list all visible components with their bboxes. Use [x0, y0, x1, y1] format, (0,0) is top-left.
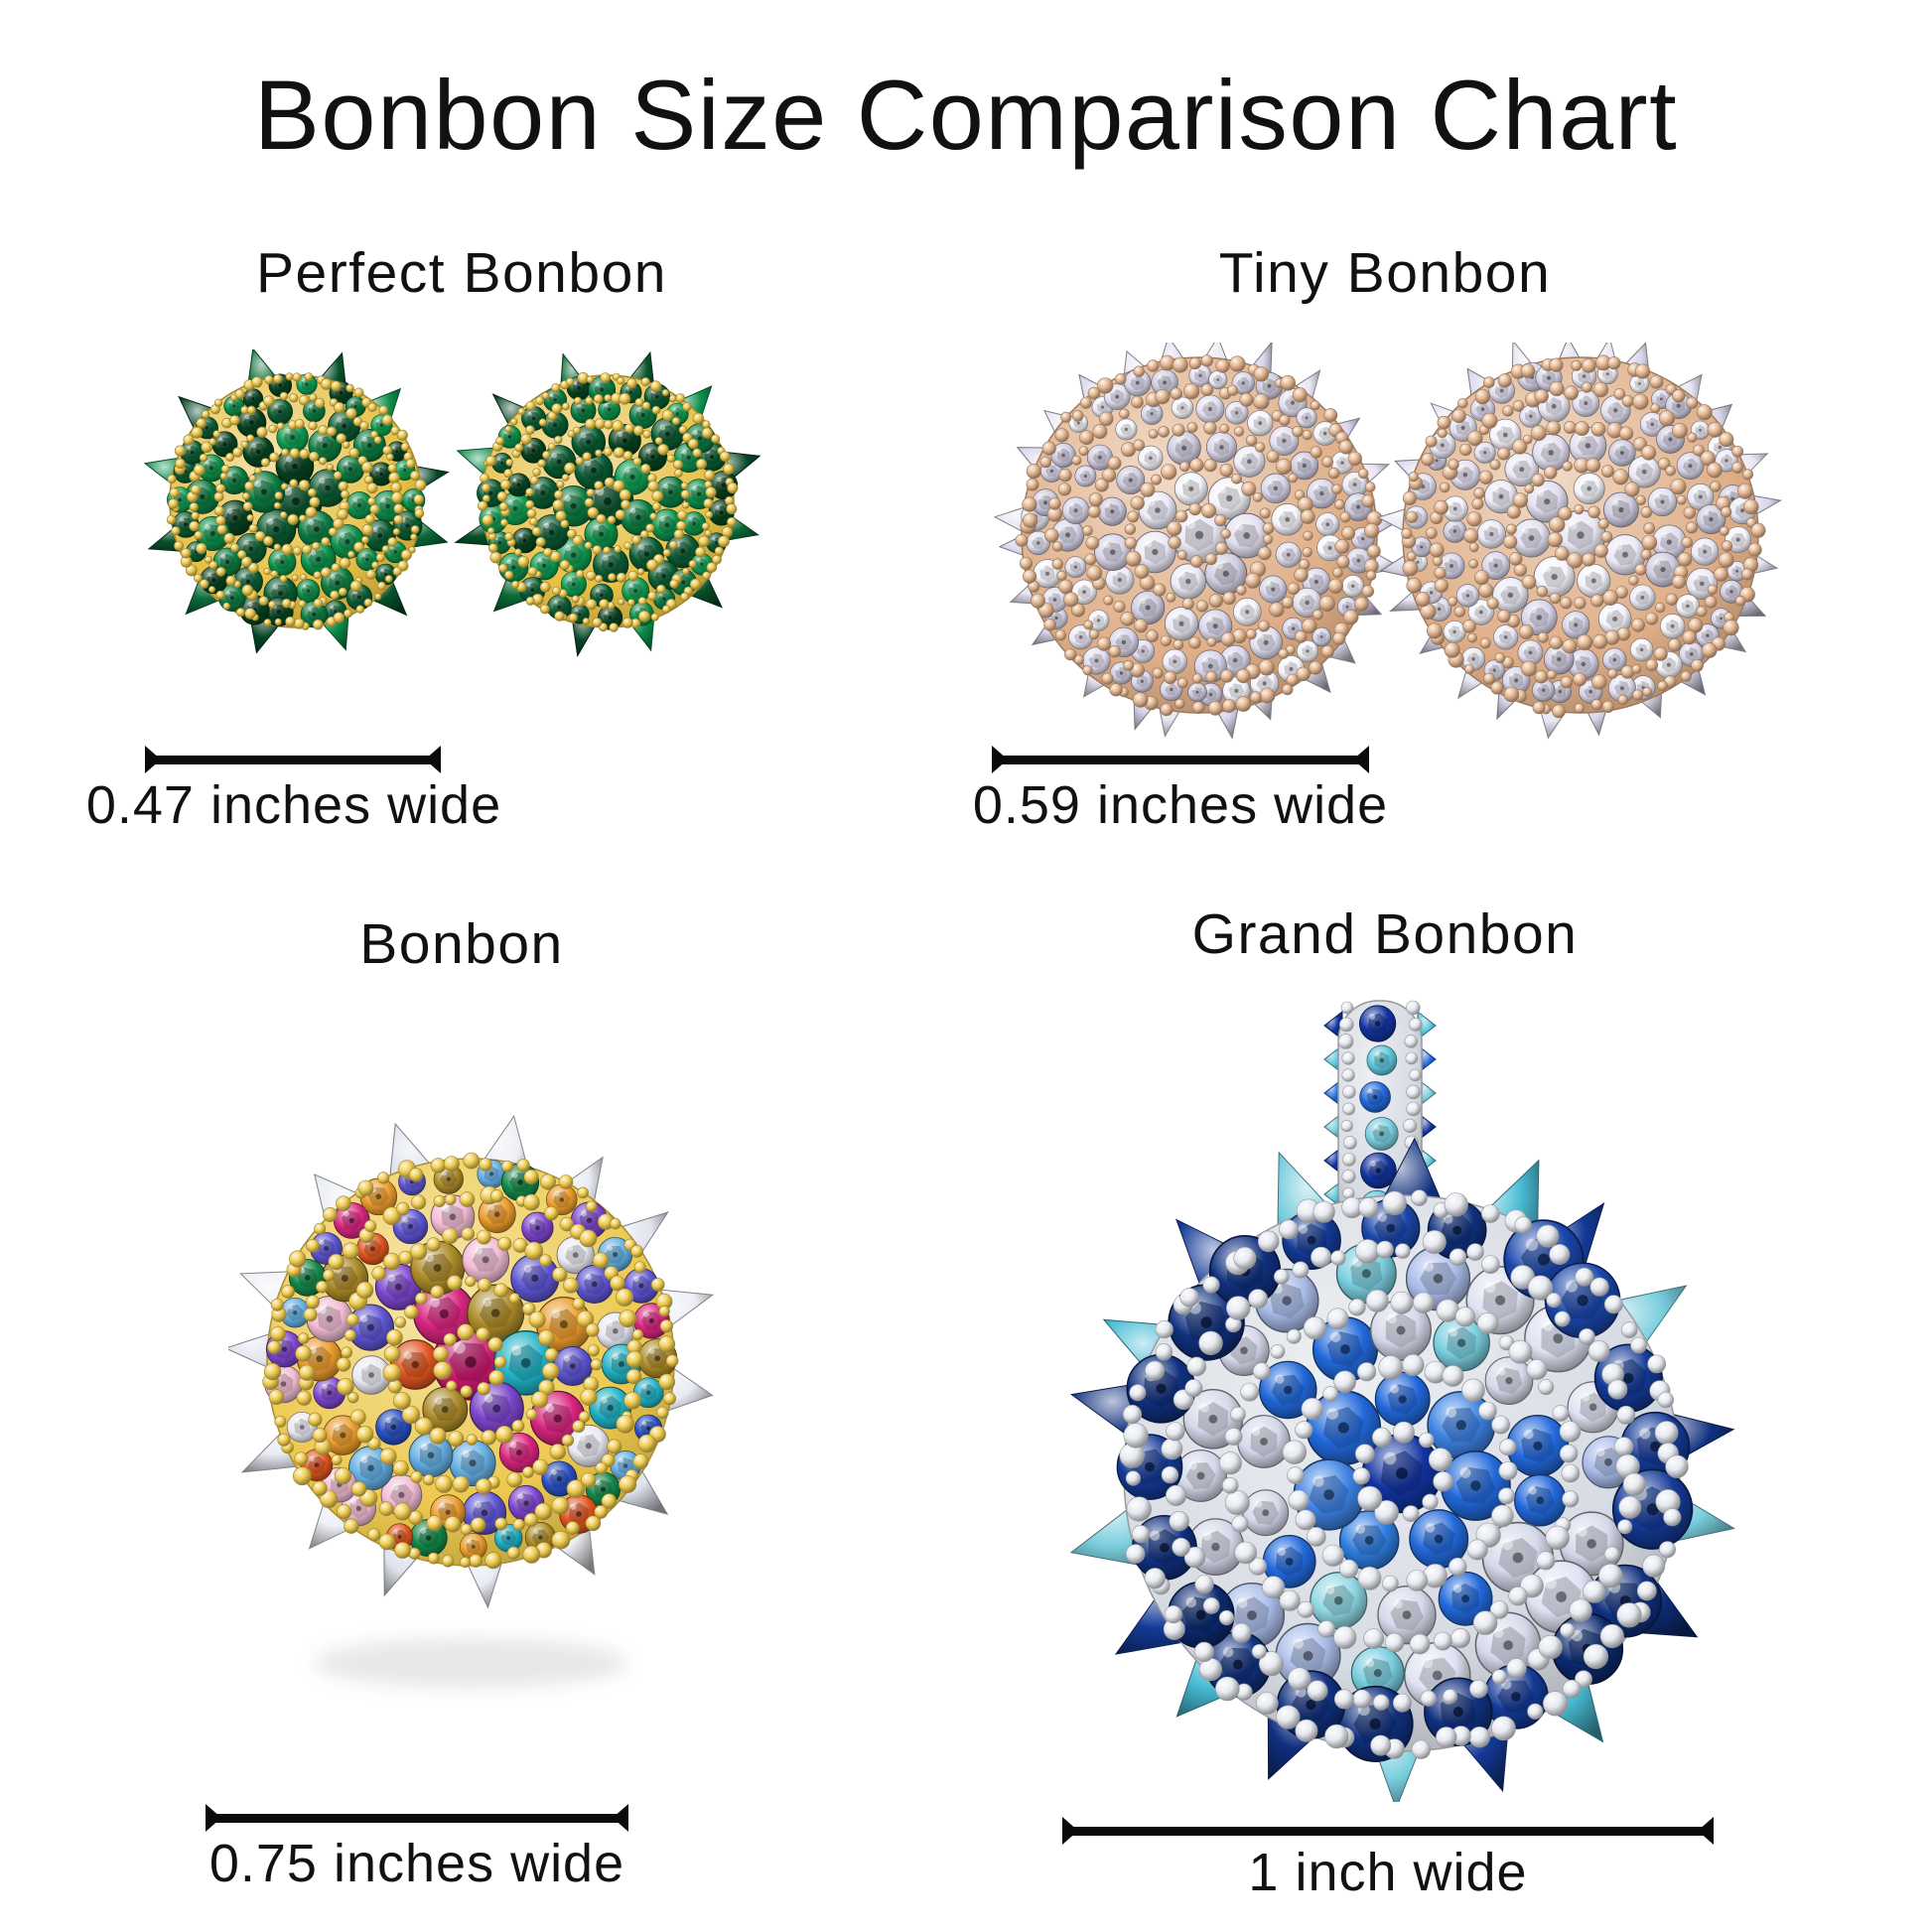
measurement-text-tiny-bonbon: 0.59 inches wide	[972, 775, 1389, 835]
measurement-ruler-grand-bonbon	[1062, 1817, 1714, 1845]
label-bonbon: Bonbon	[359, 912, 564, 976]
ruler-bar	[1065, 1826, 1711, 1836]
ruler-right-cap-icon	[425, 746, 441, 773]
tiny-bonbon-image	[993, 343, 1782, 740]
ruler-right-cap-icon	[1353, 746, 1369, 773]
ruler-right-cap-icon	[613, 1804, 628, 1832]
label-grand-bonbon: Grand Bonbon	[1191, 902, 1579, 966]
measurement-ruler-bonbon	[206, 1804, 628, 1832]
measurement-ruler-perfect-bonbon	[145, 746, 441, 773]
ruler-bar	[995, 755, 1366, 764]
ruler-right-cap-icon	[1698, 1817, 1714, 1845]
bonbon-image	[228, 1115, 715, 1689]
perfect-bonbon-image	[143, 349, 761, 658]
ruler-bar	[148, 755, 438, 764]
ruler-bar	[208, 1813, 625, 1823]
grand-bonbon-image	[1069, 1000, 1736, 1802]
label-perfect-bonbon: Perfect Bonbon	[256, 241, 667, 305]
measurement-text-perfect-bonbon: 0.47 inches wide	[85, 775, 502, 835]
page-title: Bonbon Size Comparison Chart	[253, 60, 1679, 170]
measurement-text-grand-bonbon: 1 inch wide	[1248, 1843, 1528, 1902]
label-tiny-bonbon: Tiny Bonbon	[1218, 241, 1552, 305]
measurement-ruler-tiny-bonbon	[992, 746, 1369, 773]
measurement-text-bonbon: 0.75 inches wide	[208, 1834, 625, 1893]
